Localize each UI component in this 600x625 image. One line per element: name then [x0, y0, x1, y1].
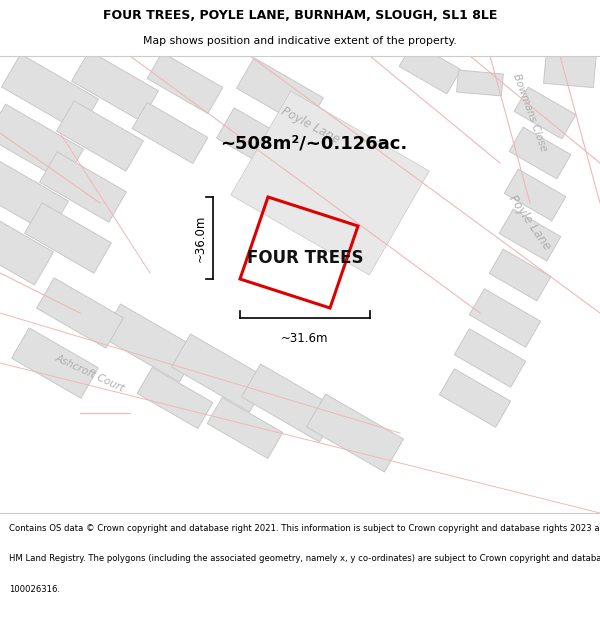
- Polygon shape: [499, 209, 561, 261]
- Polygon shape: [0, 156, 68, 234]
- Text: Bowmans Close: Bowmans Close: [511, 72, 549, 153]
- Polygon shape: [0, 104, 83, 182]
- Polygon shape: [509, 127, 571, 179]
- Polygon shape: [37, 278, 124, 348]
- Polygon shape: [514, 87, 576, 139]
- Text: ~31.6m: ~31.6m: [281, 332, 329, 345]
- Polygon shape: [504, 169, 566, 221]
- Polygon shape: [236, 58, 323, 128]
- Polygon shape: [101, 304, 199, 382]
- Polygon shape: [130, 56, 600, 313]
- Polygon shape: [11, 328, 98, 398]
- Polygon shape: [0, 203, 80, 273]
- Polygon shape: [0, 207, 53, 285]
- Polygon shape: [2, 54, 98, 132]
- Text: Contains OS data © Crown copyright and database right 2021. This information is : Contains OS data © Crown copyright and d…: [9, 524, 600, 533]
- Text: HM Land Registry. The polygons (including the associated geometry, namely x, y c: HM Land Registry. The polygons (includin…: [9, 554, 600, 564]
- Text: 100026316.: 100026316.: [9, 584, 60, 594]
- Polygon shape: [490, 56, 600, 203]
- Polygon shape: [469, 289, 541, 348]
- Polygon shape: [172, 334, 268, 412]
- Polygon shape: [489, 249, 551, 301]
- Text: Poyle Lane: Poyle Lane: [506, 193, 554, 253]
- Polygon shape: [370, 56, 600, 163]
- Polygon shape: [0, 133, 100, 203]
- Polygon shape: [71, 51, 158, 121]
- Text: Map shows position and indicative extent of the property.: Map shows position and indicative extent…: [143, 36, 457, 46]
- Polygon shape: [231, 91, 429, 275]
- Polygon shape: [132, 102, 208, 164]
- Polygon shape: [217, 108, 304, 178]
- Text: Poyle Lane: Poyle Lane: [278, 104, 341, 146]
- Polygon shape: [307, 394, 403, 472]
- Text: Ashcroft Court: Ashcroft Court: [54, 352, 126, 393]
- Text: FOUR TREES: FOUR TREES: [247, 249, 363, 267]
- Polygon shape: [272, 122, 349, 184]
- Polygon shape: [25, 203, 112, 273]
- Polygon shape: [147, 52, 223, 114]
- Polygon shape: [439, 369, 511, 428]
- Text: ~36.0m: ~36.0m: [193, 214, 206, 262]
- Text: ~508m²/~0.126ac.: ~508m²/~0.126ac.: [220, 134, 407, 152]
- Polygon shape: [56, 101, 143, 171]
- Polygon shape: [137, 368, 213, 429]
- Polygon shape: [454, 329, 526, 388]
- Polygon shape: [457, 70, 503, 96]
- Polygon shape: [544, 48, 596, 88]
- Polygon shape: [0, 313, 130, 413]
- Polygon shape: [40, 152, 127, 222]
- Polygon shape: [399, 42, 461, 94]
- Text: FOUR TREES, POYLE LANE, BURNHAM, SLOUGH, SL1 8LE: FOUR TREES, POYLE LANE, BURNHAM, SLOUGH,…: [103, 9, 497, 22]
- Polygon shape: [242, 364, 338, 442]
- Polygon shape: [207, 398, 283, 459]
